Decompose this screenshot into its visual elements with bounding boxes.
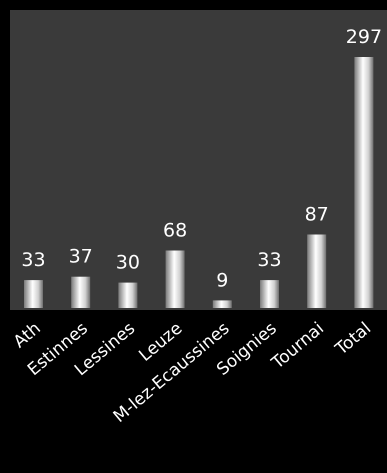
bars-group (24, 57, 374, 308)
bar-leuze (165, 250, 185, 308)
bar-tournai (307, 234, 327, 308)
plot-area (10, 10, 387, 310)
data-label: 68 (163, 220, 187, 242)
data-label: 33 (21, 249, 45, 271)
tick-label: Total (331, 319, 375, 360)
bar-total (354, 57, 374, 308)
tick-label: Ath (10, 319, 45, 353)
bar-m-lez-ecaussines (212, 300, 232, 308)
data-label: 33 (257, 249, 281, 271)
tick-label: Tournai (267, 319, 328, 374)
bar-ath (24, 280, 43, 308)
bar-lessines (118, 282, 138, 308)
category-labels-group: AthEstinnesLessinesLeuzeM-lez-Ecaussines… (10, 318, 375, 427)
data-label: 30 (116, 252, 140, 274)
data-label: 87 (305, 204, 329, 226)
bar-soignies (260, 280, 279, 308)
data-label: 37 (69, 246, 93, 268)
bar-estinnes (71, 276, 91, 308)
data-label: 297 (346, 26, 382, 48)
value-labels-group: 33 37 30 68 9 33 87 297 (21, 26, 382, 291)
data-label: 9 (216, 269, 228, 291)
